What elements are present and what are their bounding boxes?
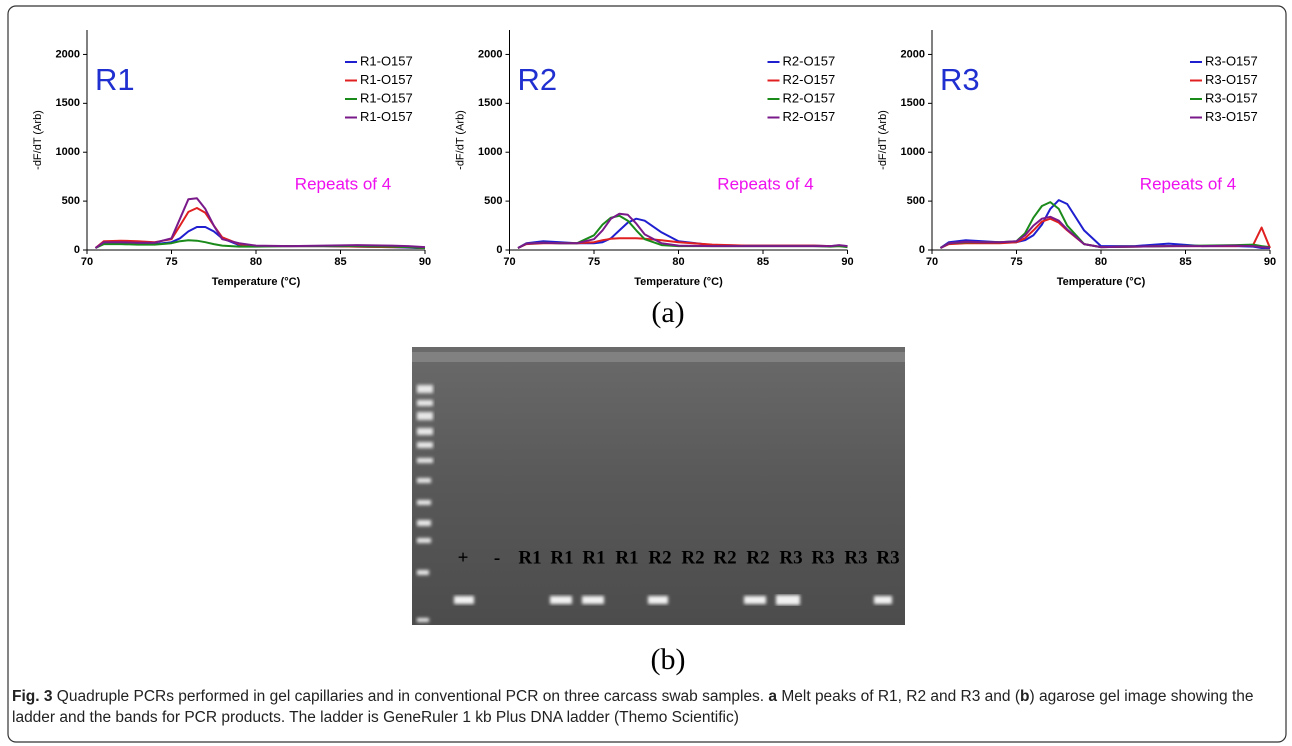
chart: 0 500 1000 1500 2000 70 75 80 85 90 Temperature (°… <box>32 30 431 288</box>
y-tick-label: 500 <box>484 195 502 207</box>
panel-label: (b) <box>651 643 686 676</box>
lane-label: R3 <box>844 547 867 568</box>
x-tick-label: 85 <box>757 256 769 268</box>
legend-label: R3-O157 <box>1205 53 1258 68</box>
x-tick-label: 85 <box>1179 256 1191 268</box>
gel-lane-labels: + - R1 R1 R1 R1 R2 R2 R2 R2 R3 R3 R3 R3 <box>458 547 900 568</box>
x-tick-label: 90 <box>1264 256 1276 268</box>
y-tick-label: 1000 <box>56 146 80 158</box>
legend-label: R1-O157 <box>360 53 413 68</box>
data-line <box>939 199 1270 249</box>
panel-label: (a) <box>651 296 684 329</box>
legend-label: R2-O157 <box>783 72 836 87</box>
x-tick-label: 80 <box>1095 256 1107 268</box>
data-line <box>517 212 848 249</box>
y-tick-label: 1500 <box>478 97 502 109</box>
y-tick-label: 2000 <box>901 48 925 60</box>
x-tick-label: 80 <box>672 256 684 268</box>
y-axis-label: -dF/dT (Arb) <box>32 110 44 170</box>
legend-label: R1-O157 <box>360 109 413 124</box>
y-tick-label: 0 <box>919 244 925 256</box>
gel-image <box>412 347 905 625</box>
y-tick-label: 1000 <box>901 146 925 158</box>
y-axis-label: -dF/dT (Arb) <box>454 110 466 170</box>
x-tick-label: 75 <box>165 256 177 268</box>
lane-label: R1 <box>550 547 573 568</box>
x-tick-label: 70 <box>503 256 515 268</box>
legend-label: R3-O157 <box>1205 72 1258 87</box>
lane-label: R2 <box>746 547 769 568</box>
y-tick-label: 0 <box>496 244 502 256</box>
caption: Fig. 3 Quadruple PCRs performed in gel c… <box>12 686 1272 728</box>
annotation-title: R3 <box>940 62 980 97</box>
x-tick-label: 75 <box>588 256 600 268</box>
annotation-title: R1 <box>95 62 135 97</box>
chart: 0 500 1000 1500 2000 70 75 80 85 90 Temperature (°… <box>877 30 1276 288</box>
caption-text: ) agarose gel image showing the ladder a… <box>12 688 1254 726</box>
y-tick-label: 1500 <box>901 97 925 109</box>
lane-label: R3 <box>876 547 899 568</box>
frame <box>7 5 1287 743</box>
y-tick-label: 500 <box>907 195 925 207</box>
caption-panel: b <box>1020 688 1030 705</box>
annotation-note: Repeats of 4 <box>717 174 813 193</box>
annotation-title: R2 <box>518 62 558 97</box>
x-tick-label: 90 <box>419 256 431 268</box>
lane-label: R3 <box>811 547 834 568</box>
legend-label: R1-O157 <box>360 90 413 105</box>
caption-panel: a <box>768 688 778 705</box>
lane-label: + <box>458 547 469 568</box>
lane-label: R1 <box>615 547 638 568</box>
lane-label: - <box>494 547 500 568</box>
y-tick-label: 500 <box>62 195 80 207</box>
y-axis-label: -dF/dT (Arb) <box>877 110 889 170</box>
x-tick-label: 85 <box>334 256 346 268</box>
lane-label: R1 <box>518 547 541 568</box>
lane-label: R1 <box>582 547 605 568</box>
x-tick-label: 70 <box>926 256 938 268</box>
y-tick-label: 2000 <box>478 48 502 60</box>
chart: 0 500 1000 1500 2000 70 75 80 85 90 Temperature (°… <box>454 30 854 288</box>
x-tick-label: 70 <box>81 256 93 268</box>
legend-label: R3-O157 <box>1205 90 1258 105</box>
legend-label: R3-O157 <box>1205 109 1258 124</box>
x-axis-label: Temperature (°C) <box>634 276 723 288</box>
caption-figure: Fig. 3 <box>12 688 53 705</box>
annotation-note: Repeats of 4 <box>1140 174 1236 193</box>
x-tick-label: 90 <box>841 256 853 268</box>
lane-label: R2 <box>681 547 704 568</box>
legend-label: R2-O157 <box>783 109 836 124</box>
data-line <box>940 217 1271 249</box>
lane-label: R2 <box>648 547 671 568</box>
x-axis-label: Temperature (°C) <box>1057 276 1146 288</box>
data-line <box>94 197 426 249</box>
caption-text: Melt peaks of R1, R2 and R3 and ( <box>777 688 1021 705</box>
y-tick-label: 2000 <box>56 48 80 60</box>
x-axis-label: Temperature (°C) <box>212 276 301 288</box>
y-tick-label: 0 <box>74 244 80 256</box>
x-tick-label: 80 <box>250 256 262 268</box>
lane-label: R2 <box>713 547 736 568</box>
caption-text: Quadruple PCRs performed in gel capillar… <box>52 688 769 705</box>
y-tick-label: 1500 <box>56 97 80 109</box>
legend-label: R2-O157 <box>783 53 836 68</box>
lane-label: R3 <box>779 547 802 568</box>
data-line <box>940 215 1271 249</box>
legend-label: R2-O157 <box>783 90 836 105</box>
x-tick-label: 75 <box>1010 256 1022 268</box>
y-tick-label: 1000 <box>478 146 502 158</box>
annotation-note: Repeats of 4 <box>295 174 391 193</box>
legend-label: R1-O157 <box>360 72 413 87</box>
